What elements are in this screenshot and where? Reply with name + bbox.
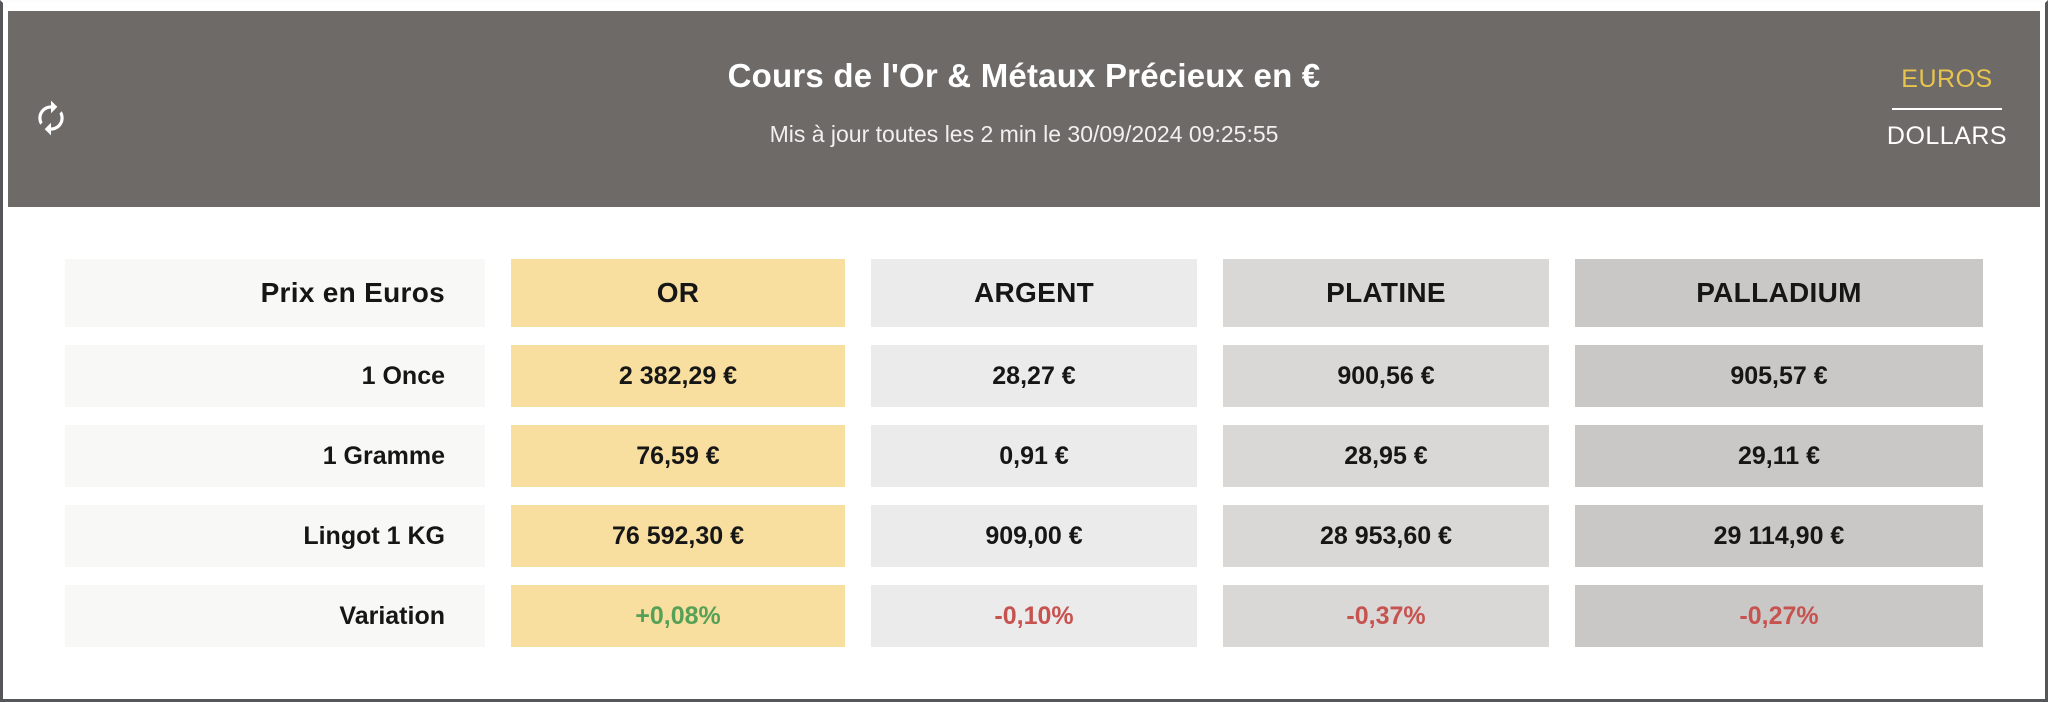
price-cell-platine-lingot: 28 953,60 € — [1223, 505, 1549, 567]
table-row-lingot: Lingot 1 KG 76 592,30 € 909,00 € 28 953,… — [65, 505, 1983, 567]
row-label: 1 Gramme — [65, 425, 485, 487]
currency-option-euros[interactable]: EUROS — [1901, 65, 1993, 93]
table-row-once: 1 Once 2 382,29 € 28,27 € 900,56 € 905,5… — [65, 345, 1983, 407]
column-header-platine: PLATINE — [1223, 259, 1549, 327]
price-cell-or-gramme: 76,59 € — [511, 425, 845, 487]
row-label: 1 Once — [65, 345, 485, 407]
column-header-or: OR — [511, 259, 845, 327]
variation-cell-platine: -0,37% — [1223, 585, 1549, 647]
table-row-gramme: 1 Gramme 76,59 € 0,91 € 28,95 € 29,11 € — [65, 425, 1983, 487]
variation-cell-or: +0,08% — [511, 585, 845, 647]
price-cell-palladium-once: 905,57 € — [1575, 345, 1983, 407]
variation-cell-palladium: -0,27% — [1575, 585, 1983, 647]
price-cell-palladium-gramme: 29,11 € — [1575, 425, 1983, 487]
row-label: Variation — [65, 585, 485, 647]
refresh-button[interactable] — [30, 97, 72, 139]
currency-toggle: EUROS DOLLARS — [1882, 65, 2012, 151]
prices-table: Prix en Euros OR ARGENT PLATINE PALLADIU… — [3, 207, 2045, 647]
variation-cell-argent: -0,10% — [871, 585, 1197, 647]
price-cell-platine-once: 900,56 € — [1223, 345, 1549, 407]
page-title: Cours de l'Or & Métaux Précieux en € — [727, 56, 1321, 94]
price-cell-argent-lingot: 909,00 € — [871, 505, 1197, 567]
table-header-row: Prix en Euros OR ARGENT PLATINE PALLADIU… — [65, 259, 1983, 327]
price-cell-or-once: 2 382,29 € — [511, 345, 845, 407]
price-cell-palladium-lingot: 29 114,90 € — [1575, 505, 1983, 567]
corner-header-cell: Prix en Euros — [65, 259, 485, 327]
currency-separator — [1892, 108, 2002, 110]
table-row-variation: Variation +0,08% -0,10% -0,37% -0,27% — [65, 585, 1983, 647]
price-cell-platine-gramme: 28,95 € — [1223, 425, 1549, 487]
row-label: Lingot 1 KG — [65, 505, 485, 567]
price-cell-argent-once: 28,27 € — [871, 345, 1197, 407]
title-block: Cours de l'Or & Métaux Précieux en € Mis… — [728, 57, 1321, 148]
widget-header: Cours de l'Or & Métaux Précieux en € Mis… — [8, 11, 2040, 207]
currency-option-dollars[interactable]: DOLLARS — [1886, 122, 2008, 150]
last-updated-text: Mis à jour toutes les 2 min le 30/09/202… — [769, 120, 1279, 147]
column-header-argent: ARGENT — [871, 259, 1197, 327]
column-header-palladium: PALLADIUM — [1575, 259, 1983, 327]
price-cell-or-lingot: 76 592,30 € — [511, 505, 845, 567]
price-cell-argent-gramme: 0,91 € — [871, 425, 1197, 487]
refresh-sync-icon — [32, 99, 70, 137]
